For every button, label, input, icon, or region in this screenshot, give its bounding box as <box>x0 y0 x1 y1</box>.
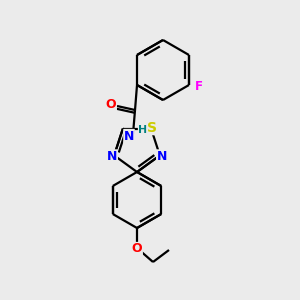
Text: N: N <box>107 150 117 163</box>
Text: O: O <box>106 98 116 112</box>
Text: S: S <box>147 121 157 135</box>
Text: O: O <box>132 242 142 256</box>
Text: N: N <box>124 130 134 142</box>
Text: N: N <box>157 150 167 163</box>
Text: F: F <box>195 80 203 94</box>
Text: H: H <box>138 125 148 135</box>
